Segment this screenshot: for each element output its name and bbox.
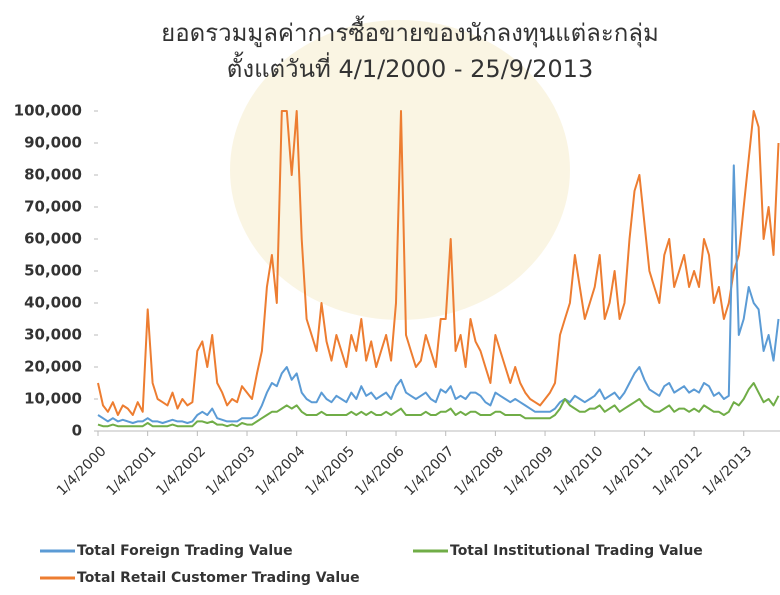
x-tick-label: 1/4/2012 <box>650 443 706 499</box>
x-tick-label: 1/4/2010 <box>551 443 607 499</box>
legend-label: Total Retail Customer Trading Value <box>77 570 360 586</box>
y-tick-label: 10,000 <box>24 390 82 408</box>
y-tick-label: 60,000 <box>24 230 82 248</box>
y-tick-label: 50,000 <box>24 262 82 280</box>
y-tick-label: 90,000 <box>24 134 82 152</box>
legend-label: Total Institutional Trading Value <box>450 543 703 559</box>
y-tick-label: 70,000 <box>24 198 82 216</box>
y-tick-label: 100,000 <box>14 102 82 120</box>
y-tick-label: 80,000 <box>24 166 82 184</box>
x-tick-label: 1/4/2003 <box>203 443 259 499</box>
x-tick-label: 1/4/2001 <box>104 443 160 499</box>
x-tick-label: 1/4/2005 <box>302 443 358 499</box>
x-tick-label: 1/4/2002 <box>153 443 209 499</box>
x-tick-label: 1/4/2006 <box>352 443 408 499</box>
chart-title: ยอดรวมมูลค่าการซื้อขายของนักลงทุนแต่ละกล… <box>161 15 659 48</box>
legend-label: Total Foreign Trading Value <box>77 543 293 559</box>
x-tick-label: 1/4/2007 <box>402 443 458 499</box>
x-tick-label: 1/4/2004 <box>253 443 309 499</box>
x-tick-label: 1/4/2011 <box>600 443 656 499</box>
series-line <box>97 382 780 428</box>
y-tick-label: 40,000 <box>24 294 82 312</box>
y-tick-label: 0 <box>72 422 82 440</box>
y-tick-label: 20,000 <box>24 358 82 376</box>
x-tick-label: 1/4/2000 <box>54 443 110 499</box>
series-line <box>97 164 780 424</box>
y-tick-label: 30,000 <box>24 326 82 344</box>
legend: Total Foreign Trading Value Total Institu… <box>40 543 703 586</box>
x-tick-label: 1/4/2009 <box>501 443 557 499</box>
x-tick-label: 1/4/2008 <box>451 443 507 499</box>
chart-subtitle: ตั้งแต่วันที่ 4/1/2000 - 25/9/2013 <box>227 51 593 83</box>
x-tick-label: 1/4/2013 <box>700 443 756 499</box>
series-line <box>97 110 780 416</box>
